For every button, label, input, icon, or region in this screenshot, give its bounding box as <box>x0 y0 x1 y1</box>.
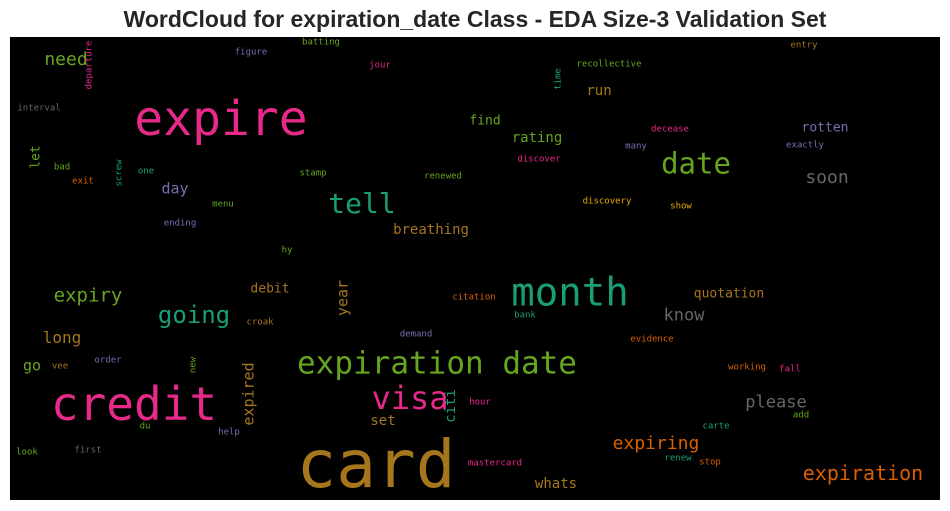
word-going: going <box>157 301 231 329</box>
word-one: one <box>137 166 155 177</box>
word-screw: screw <box>114 159 125 187</box>
word-decease: decease <box>651 124 689 135</box>
word-debit: debit <box>250 281 290 297</box>
word-credit: credit <box>50 377 218 431</box>
word-bad: bad <box>53 162 71 173</box>
word-add: add <box>792 410 810 421</box>
word-renewed: renewed <box>424 171 462 182</box>
word-croak: croak <box>246 317 274 328</box>
word-order: order <box>94 355 122 366</box>
word-jour: jour <box>369 60 391 71</box>
word-rotten: rotten <box>801 120 849 136</box>
word-tell: tell <box>328 187 396 220</box>
word-citation: citation <box>452 292 496 303</box>
word-long: long <box>42 328 82 347</box>
word-exit: exit <box>72 176 94 187</box>
word-look: look <box>16 447 38 458</box>
word-breathing: breathing <box>393 222 469 238</box>
word-quotation: quotation <box>693 286 765 302</box>
word-exactly: exactly <box>786 140 824 151</box>
word-stamp: stamp <box>299 168 327 179</box>
word-expiring: expiring <box>612 433 700 454</box>
word-departure: departure <box>84 40 95 90</box>
word-batting: batting <box>302 37 340 48</box>
word-hour: hour <box>469 397 491 408</box>
word-set: set <box>370 413 396 429</box>
word-citi: citi <box>443 389 459 423</box>
word-entry: entry <box>790 40 818 51</box>
word-whats: whats <box>534 476 578 492</box>
word-renew: renew <box>664 453 692 464</box>
word-go: go <box>22 356 42 375</box>
word-hy: hy <box>281 245 293 256</box>
word-bank: bank <box>514 310 536 321</box>
word-run: run <box>586 83 612 99</box>
word-demand: demand <box>399 329 433 340</box>
word-recollective: recollective <box>576 59 642 70</box>
word-visa: visa <box>371 379 449 417</box>
word-menu: menu <box>212 199 234 210</box>
word-need: need <box>44 49 88 70</box>
word-evidence: evidence <box>630 334 674 345</box>
word-rating: rating <box>511 130 563 146</box>
word-find: find <box>469 113 501 129</box>
word-time: time <box>553 68 564 90</box>
word-expiration-date: expiration date <box>297 345 577 382</box>
word-show: show <box>670 201 692 212</box>
word-let: let <box>28 145 44 169</box>
word-year: year <box>333 279 352 317</box>
word-please: please <box>745 392 807 413</box>
word-know: know <box>663 305 705 326</box>
word-day: day <box>161 179 189 198</box>
word-date: date <box>661 146 731 181</box>
word-expire: expire <box>134 91 308 147</box>
word-carte: carte <box>702 421 730 432</box>
wordcloud-area: card credit expire expiration date month visa… <box>10 37 940 500</box>
word-interval: interval <box>17 103 61 114</box>
word-mastercard: mastercard <box>467 458 523 469</box>
word-du: du <box>139 421 151 432</box>
word-help: help <box>218 427 240 438</box>
word-many: many <box>625 141 647 152</box>
word-soon: soon <box>805 167 849 188</box>
word-first: first <box>74 445 102 456</box>
word-discover: discover <box>517 154 561 165</box>
word-expiry: expiry <box>53 284 123 307</box>
word-fall: fall <box>779 364 801 375</box>
chart-title: WordCloud for expiration_date Class - ED… <box>123 6 827 32</box>
word-stop: stop <box>699 457 721 468</box>
word-figure: figure <box>234 47 268 58</box>
word-working: working <box>728 362 766 373</box>
word-expired: expired <box>239 362 258 426</box>
word-card: card <box>296 426 456 500</box>
word-month: month <box>511 270 629 316</box>
word-discovery: discovery <box>582 196 632 207</box>
word-vee: vee <box>51 361 69 372</box>
word-new: new <box>188 356 199 374</box>
word-ending: ending <box>163 218 197 229</box>
word-expiration: expiration <box>802 461 924 485</box>
